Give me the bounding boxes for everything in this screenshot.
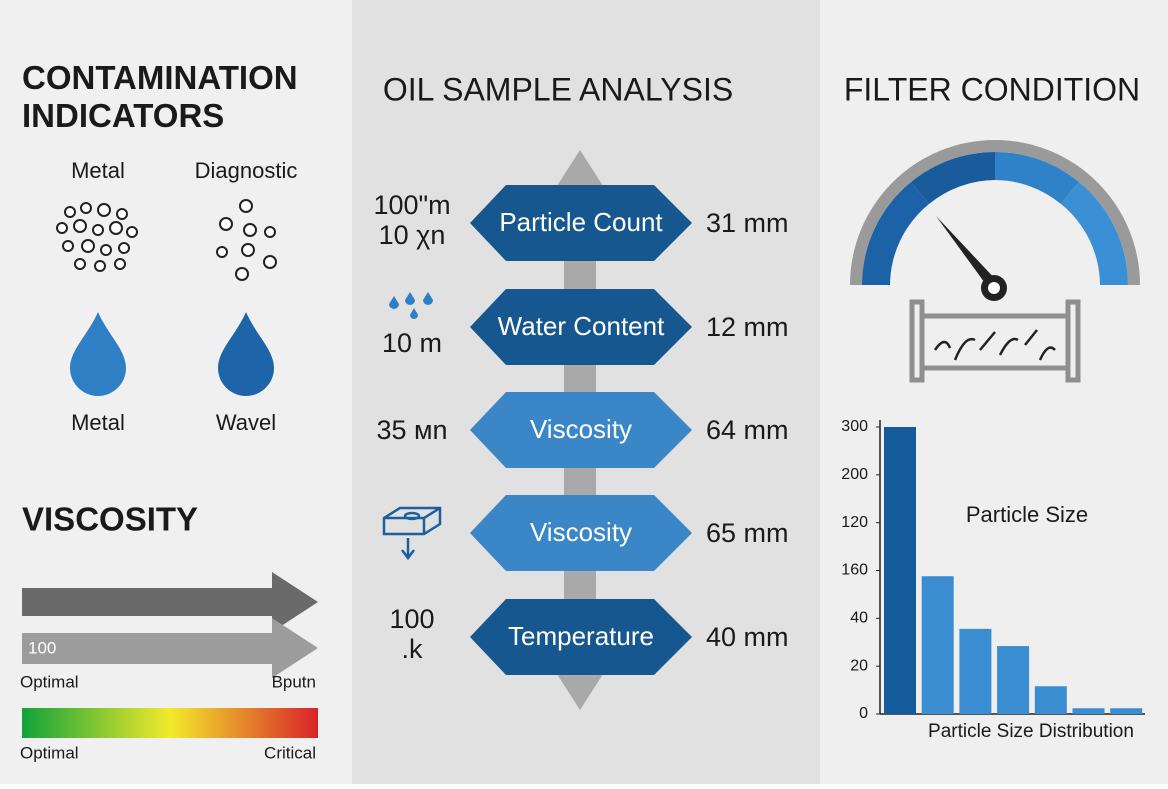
banner: [470, 495, 692, 571]
arrow-label: Optimal: [20, 672, 79, 691]
indicator-label: Metal: [71, 410, 125, 435]
viscosity-title: VISCOSITY: [22, 501, 198, 538]
row-value: 40 mm: [706, 622, 789, 652]
row-left: 100: [389, 604, 434, 634]
banner-label: Viscosity: [530, 517, 632, 547]
bar: [959, 628, 992, 714]
rows: Particle Count 31 mm 100"m10 χn Water Conte…: [373, 185, 789, 675]
particles-icon: [56, 199, 277, 281]
y-tick-label: 0: [859, 705, 868, 722]
banner: [470, 599, 692, 675]
bar: [997, 646, 1030, 714]
scale-label: Critical: [264, 743, 316, 762]
scale-label: Optimal: [20, 743, 79, 762]
row-value: 64 mm: [706, 415, 789, 445]
filter-icon: [382, 506, 442, 561]
droplets-icon: [389, 292, 433, 319]
chart-title: Particle Size: [966, 502, 1088, 527]
row-left: .k: [401, 634, 423, 664]
drop-icon: [70, 312, 126, 396]
bar: [1072, 708, 1105, 714]
drop-icon: [218, 312, 274, 396]
bar: [921, 576, 954, 714]
x-axis-label: Particle Size Distribution: [928, 721, 1134, 742]
bar: [1034, 686, 1067, 714]
banner-label: Viscosity: [530, 414, 632, 444]
row-value: 65 mm: [706, 518, 789, 548]
middle-title: OIL SAMPLE ANALYSIS: [383, 71, 733, 107]
banner-label: Water Content: [498, 311, 665, 341]
row-left: 10 χn: [379, 220, 446, 250]
title-line: CONTAMINATION INDICATORS: [22, 59, 307, 134]
y-tick-label: 300: [841, 418, 868, 435]
filter-element: [909, 299, 1081, 383]
indicator-label: Wavel: [216, 410, 276, 435]
banner: [470, 289, 692, 365]
row-left: 35 мn: [376, 415, 447, 445]
gauge: [850, 140, 1140, 301]
row-left: 100"m: [373, 190, 450, 220]
row-value: 12 mm: [706, 312, 789, 342]
y-tick-label: 160: [841, 562, 868, 579]
bar-label: 100: [28, 638, 56, 657]
banner: [470, 392, 692, 468]
banner-label: Particle Count: [499, 207, 663, 237]
row-value: 31 mm: [706, 208, 789, 238]
scale-bar: [22, 708, 318, 738]
row-left: 10 m: [382, 328, 442, 358]
bar: [884, 427, 916, 714]
bar: [1110, 708, 1143, 714]
right-title: FILTER CONDITION: [844, 71, 1140, 107]
indicator-label: Metal: [71, 158, 125, 183]
y-tick-label: 200: [841, 466, 868, 483]
bar-chart: 0 20 40 160 120 200 300: [841, 418, 1143, 722]
indicator-label: Diagnostic: [195, 158, 298, 183]
y-tick-label: 120: [841, 514, 868, 531]
banner: [470, 185, 692, 261]
arrow-label: Bputn: [272, 672, 316, 691]
banner-label: Temperature: [508, 621, 654, 651]
right-panel: [820, 0, 1168, 784]
y-tick-label: 20: [850, 657, 868, 674]
arrow: [22, 572, 318, 632]
y-tick-label: 40: [850, 610, 868, 627]
arrow: [22, 618, 318, 678]
